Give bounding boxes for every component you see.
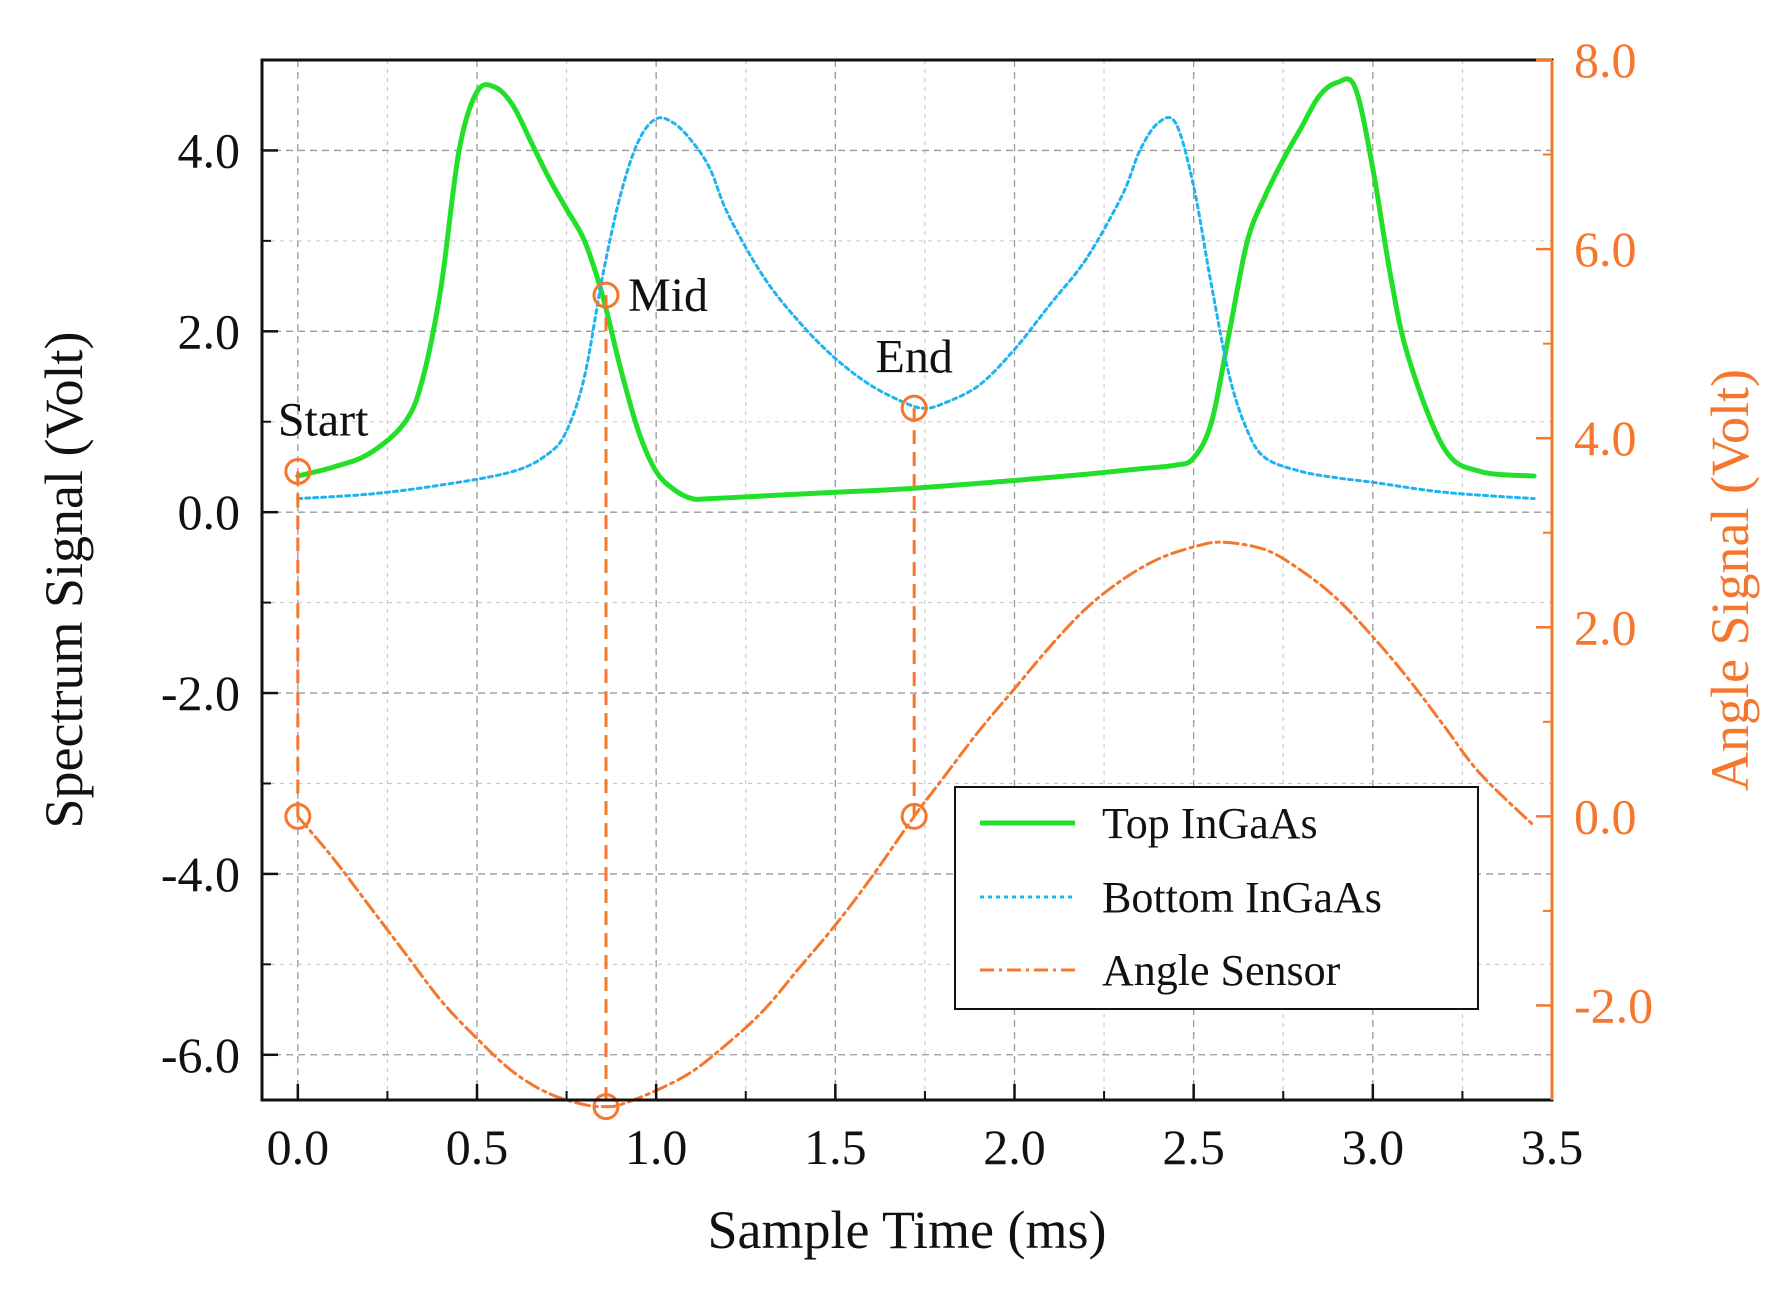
legend: Top InGaAs Bottom InGaAs Angle Sensor — [954, 786, 1479, 1010]
y-right-tick-label: 0.0 — [1574, 788, 1637, 844]
x-tick-label: 2.0 — [983, 1119, 1046, 1175]
marker-circle — [284, 802, 312, 830]
marker-circle — [900, 394, 928, 422]
y-left-tick-label: 0.0 — [178, 484, 241, 540]
annotation-end: End — [876, 330, 953, 383]
y-left-tick-label: -4.0 — [161, 846, 240, 902]
y-right-tick-label: 2.0 — [1574, 599, 1637, 655]
annotation-start: Start — [278, 394, 369, 447]
legend-label-top-ingaas: Top InGaAs — [1102, 799, 1318, 848]
marker-circle — [592, 281, 620, 309]
y-right-tick-label: -2.0 — [1574, 977, 1653, 1033]
y-right-tick-label: 6.0 — [1574, 221, 1637, 277]
y-left-tick-label: -2.0 — [161, 665, 240, 721]
x-tick-label: 3.5 — [1521, 1119, 1584, 1175]
x-tick-label: 1.0 — [625, 1119, 688, 1175]
marker-circle — [592, 1093, 620, 1121]
series-line-top-ingaas — [295, 76, 1537, 502]
y-right-tick-label: 4.0 — [1574, 410, 1637, 466]
y-left-tick-label: 2.0 — [178, 303, 241, 359]
y-left-tick-label: 4.0 — [178, 122, 241, 178]
x-tick-label: 0.5 — [446, 1119, 509, 1175]
x-tick-label: 0.0 — [267, 1119, 330, 1175]
series-line-angle-sensor — [296, 540, 1536, 1109]
x-tick-label: 2.5 — [1162, 1119, 1225, 1175]
series-line-bottom-ingaas — [296, 116, 1536, 501]
annotations: Start Mid End — [278, 269, 953, 447]
y-axis-left-title: Spectrum Signal (Volt) — [34, 332, 94, 829]
x-tick-label: 1.5 — [804, 1119, 867, 1175]
marker-circle — [900, 802, 928, 830]
y-axis-right-title: Angle Signal (Volt) — [1700, 369, 1760, 791]
markers-layer — [284, 281, 928, 1121]
axes-layer: 0.0 0.5 1.0 1.5 2.0 2.5 3.0 3.5 -6.0 -4.0 -2.0 0.0 2… — [161, 32, 1653, 1175]
guides-layer — [296, 295, 916, 1107]
series-layer — [295, 76, 1537, 1109]
x-axis-title: Sample Time (ms) — [707, 1200, 1106, 1260]
y-right-tick-label: 8.0 — [1574, 32, 1637, 88]
y-left-tick-label: -6.0 — [161, 1027, 240, 1083]
annotation-mid: Mid — [628, 269, 708, 322]
marker-circle — [284, 457, 312, 485]
legend-label-angle-sensor: Angle Sensor — [1102, 946, 1341, 995]
x-tick-label: 3.0 — [1342, 1119, 1405, 1175]
legend-label-bottom-ingaas: Bottom InGaAs — [1102, 873, 1382, 922]
